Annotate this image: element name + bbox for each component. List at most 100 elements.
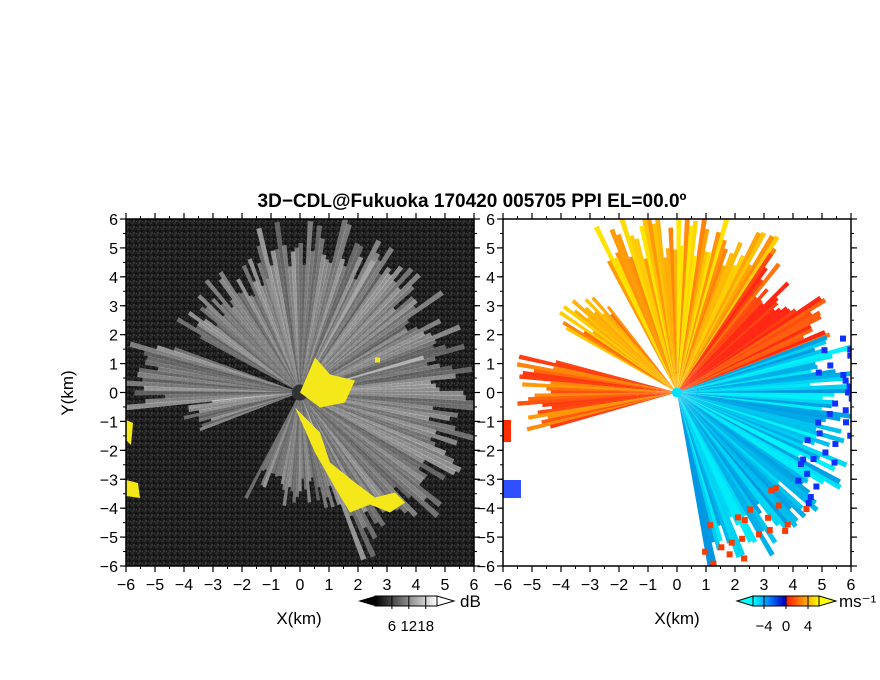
velocity-beam [677,288,769,393]
velocity-beam [677,392,747,517]
reflectivity-beam [300,298,418,393]
reflectivity-beam [300,392,462,473]
velocity-y-tick-label: 6 [486,212,495,229]
reflectivity-beam [300,392,422,486]
velocity-y-tick-label: 2 [486,328,495,345]
velocity-beam [677,252,774,393]
velocity-beam [677,248,728,393]
reflectivity-x-tick-label: 2 [354,577,363,594]
velocity-x-tick-label: 5 [818,577,827,594]
reflectivity-beam [143,350,300,393]
velocity-beam [562,320,677,393]
velocity-beam [677,392,825,485]
reflectivity-x-tick-label: −2 [233,577,251,594]
reflectivity-beam [204,279,300,393]
velocity-beam [677,392,778,544]
velocity-beam [602,312,677,393]
velocity-beam [555,360,677,393]
velocity-rim-cell [726,551,733,558]
reflectivity-beam [252,295,300,393]
velocity-beam [677,327,814,393]
reflectivity-overlay-near [300,357,355,408]
reflectivity-y-tick-label: 5 [109,241,118,258]
velocity-beam [677,251,709,393]
reflectivity-y-tick-label: −6 [100,559,118,576]
reflectivity-beam [300,223,352,393]
velocity-beam [677,295,822,393]
reflectivity-beam [300,272,421,393]
velocity-beam [677,392,733,518]
reflectivity-beam [300,392,474,442]
velocity-beam [518,354,677,393]
velocity-rim-cell [847,432,851,439]
velocity-beam [677,225,694,393]
reflectivity-beam [211,297,300,393]
velocity-beam [677,266,768,393]
velocity-beam [677,392,789,530]
velocity-beam [677,392,821,460]
velocity-beam [677,330,826,393]
reflectivity-beam [300,265,347,393]
velocity-beam [677,392,798,528]
reflectivity-overlay-west [126,420,133,445]
velocity-beam [677,302,765,393]
reflectivity-beam [300,262,333,393]
velocity-beam [677,296,758,393]
velocity-rim-cell [797,461,804,468]
velocity-beam [677,264,737,393]
velocity-rim-cell [795,477,802,484]
velocity-rim-cell [718,544,725,551]
reflectivity-x-tick-label: 0 [296,577,305,594]
reflectivity-beam [300,259,376,393]
velocity-axis-ticks: −6 −5 −4 −3 −2 −1 0 1 2 3 4 5 6 6 5 4 3 2 1 0 −1 −2 −3 −4 −5 −6 [477,212,857,594]
reflectivity-beam [300,272,383,393]
velocity-beam [677,231,767,393]
reflectivity-colorbar-tick-label: 12 [400,618,417,635]
velocity-rim-cell [815,419,822,426]
velocity-beam [677,392,823,401]
velocity-rim-cell [728,539,735,546]
velocity-rim-cell [765,514,772,521]
reflectivity-overlay-south [295,407,405,513]
velocity-beam [677,220,699,393]
velocity-beam [677,228,710,393]
reflectivity-y-tick-label: −4 [100,501,118,518]
reflectivity-x-tick-label: −1 [262,577,280,594]
velocity-rim-cell [843,419,850,426]
velocity-rim-cell [848,395,851,402]
velocity-beam [677,392,841,422]
velocity-x-tick-label: 6 [847,577,856,594]
velocity-beam [677,392,799,523]
reflectivity-x-tick-label: −3 [204,577,222,594]
velocity-y-tick-label: −5 [477,530,495,547]
velocity-beam [606,305,677,393]
velocity-rim-cell [755,531,762,538]
velocity-beam [677,245,685,393]
velocity-beam [584,306,677,393]
reflectivity-beam [300,324,461,393]
velocity-beam [677,255,698,393]
velocity-beam [565,326,677,393]
velocity-beam [677,392,758,544]
chart-title: 3D−CDL@Fukuoka 170420 005705 PPI EL=00.0… [258,191,687,212]
reflectivity-beam [300,242,360,393]
reflectivity-beam [290,392,300,492]
reflectivity-beam [138,367,300,393]
velocity-beam [677,392,831,448]
velocity-beam [676,219,682,393]
reflectivity-beam [300,392,455,465]
reflectivity-beam [199,335,300,393]
reflectivity-beam [300,392,409,514]
reflectivity-beam [300,392,436,447]
reflectivity-beam [300,285,415,393]
velocity-beam [677,310,822,393]
velocity-beam [677,392,809,484]
reflectivity-y-tick-label: 0 [109,386,118,403]
reflectivity-beam [282,392,300,506]
velocity-beam [677,254,746,393]
velocity-beam [519,374,677,393]
reflectivity-colorbar-tick-label: 6 [388,618,396,635]
reflectivity-beam [241,264,300,393]
reflectivity-beam [298,392,302,492]
